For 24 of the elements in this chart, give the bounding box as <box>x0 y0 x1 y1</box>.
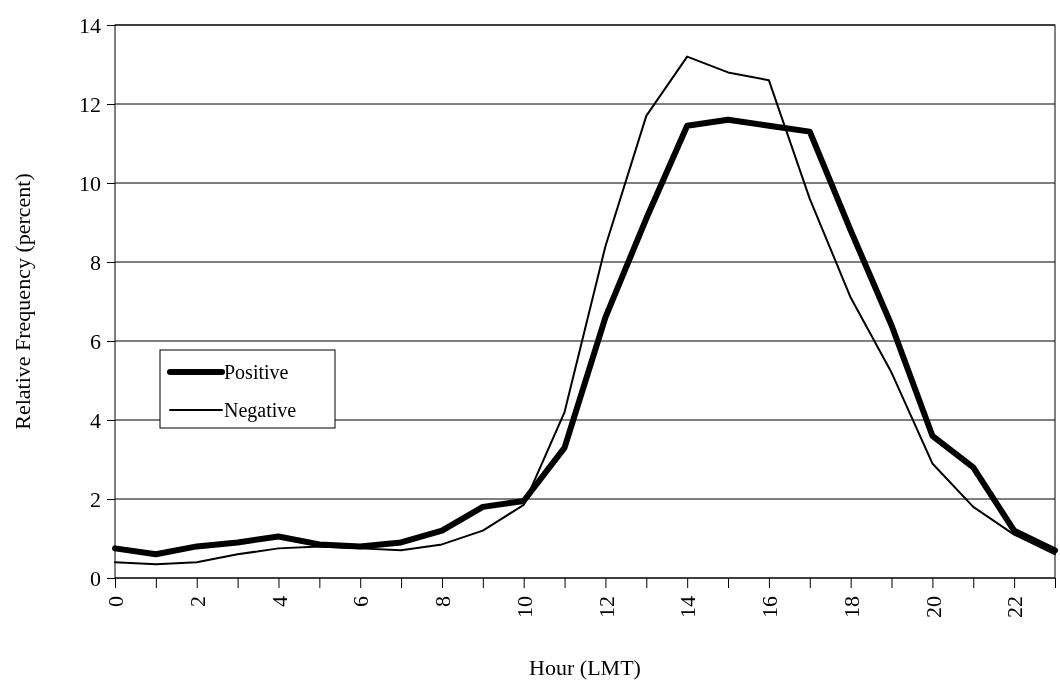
x-tick-label: 12 <box>593 596 619 618</box>
y-tick-label: 8 <box>90 249 101 275</box>
y-tick-label: 0 <box>90 565 101 591</box>
y-tick-label: 12 <box>79 91 101 117</box>
y-axis-title: Relative Frequency (percent) <box>10 173 35 430</box>
legend-label: Negative <box>224 399 297 422</box>
x-tick-label: 8 <box>430 596 456 607</box>
x-tick-label: 6 <box>348 596 374 607</box>
x-tick-label: 0 <box>103 596 129 607</box>
y-tick-label: 2 <box>90 486 101 512</box>
y-tick-label: 6 <box>90 328 101 354</box>
x-tick-label: 4 <box>266 596 292 607</box>
x-tick-label: 22 <box>1002 596 1028 618</box>
x-tick-label: 18 <box>838 596 864 618</box>
y-tick-label: 14 <box>79 12 101 38</box>
x-tick-label: 16 <box>757 596 783 618</box>
y-tick-label: 10 <box>79 170 101 196</box>
x-tick-label: 2 <box>184 596 210 607</box>
x-tick-label: 10 <box>511 596 537 618</box>
x-tick-label: 20 <box>920 596 946 618</box>
y-tick-label: 4 <box>90 407 101 433</box>
legend-label: Positive <box>224 361 289 383</box>
x-tick-label: 14 <box>675 596 701 618</box>
x-axis-title: Hour (LMT) <box>529 655 641 680</box>
